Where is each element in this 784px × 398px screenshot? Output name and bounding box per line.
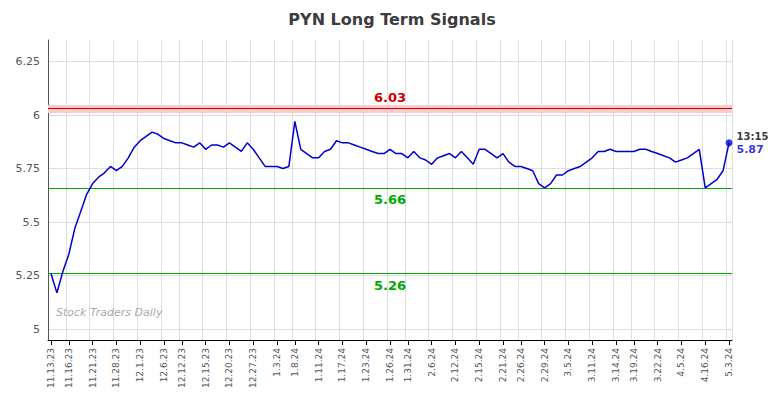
svg-text:12.27.23: 12.27.23	[248, 348, 258, 388]
svg-text:11.13.23: 11.13.23	[46, 348, 56, 388]
svg-text:12.1.23: 12.1.23	[135, 348, 145, 382]
svg-text:11.28.23: 11.28.23	[111, 348, 121, 388]
svg-text:3.22.24: 3.22.24	[653, 348, 663, 383]
svg-text:1.23.24: 1.23.24	[361, 348, 371, 383]
svg-text:4.16.24: 4.16.24	[700, 348, 710, 383]
svg-text:12.15.23: 12.15.23	[201, 348, 211, 388]
svg-text:2.15.24: 2.15.24	[474, 348, 484, 383]
svg-text:1.17.24: 1.17.24	[337, 348, 347, 383]
svg-text:12.6.23: 12.6.23	[159, 348, 169, 382]
svg-text:1.26.24: 1.26.24	[385, 348, 395, 383]
svg-text:2.21.24: 2.21.24	[498, 348, 508, 383]
svg-text:5: 5	[33, 323, 40, 336]
svg-text:5.75: 5.75	[16, 162, 41, 175]
svg-text:3.19.24: 3.19.24	[629, 348, 639, 383]
svg-text:2.6.24: 2.6.24	[427, 348, 437, 377]
svg-text:3.11.24: 3.11.24	[587, 348, 597, 383]
svg-text:11.21.23: 11.21.23	[88, 348, 98, 388]
svg-text:5.66: 5.66	[374, 192, 406, 207]
svg-text:6: 6	[33, 109, 40, 122]
svg-text:2.26.24: 2.26.24	[516, 348, 526, 383]
svg-text:PYN Long Term Signals: PYN Long Term Signals	[288, 10, 495, 29]
svg-text:2.29.24: 2.29.24	[540, 348, 550, 383]
svg-text:5.5: 5.5	[23, 216, 41, 229]
svg-text:1.31.24: 1.31.24	[403, 348, 413, 383]
svg-text:5.26: 5.26	[374, 278, 406, 293]
svg-text:3.5.24: 3.5.24	[563, 348, 573, 377]
svg-text:1.3.24: 1.3.24	[272, 348, 282, 377]
svg-text:4.5.24: 4.5.24	[676, 348, 686, 377]
svg-text:2.12.24: 2.12.24	[450, 348, 460, 383]
svg-text:11.16.23: 11.16.23	[64, 348, 74, 388]
svg-text:1.8.24: 1.8.24	[290, 348, 300, 377]
svg-text:13:15: 13:15	[737, 131, 769, 142]
svg-text:5.3.24: 5.3.24	[724, 348, 734, 377]
svg-text:5.87: 5.87	[737, 143, 764, 156]
svg-text:5.25: 5.25	[16, 269, 41, 282]
svg-text:Stock Traders Daily: Stock Traders Daily	[56, 306, 163, 319]
svg-text:6.25: 6.25	[16, 55, 41, 68]
svg-text:12.20.23: 12.20.23	[224, 348, 234, 388]
svg-text:1.11.24: 1.11.24	[314, 348, 324, 383]
svg-text:3.14.24: 3.14.24	[611, 348, 621, 383]
svg-text:6.03: 6.03	[374, 90, 406, 105]
svg-text:12.12.23: 12.12.23	[177, 348, 187, 388]
